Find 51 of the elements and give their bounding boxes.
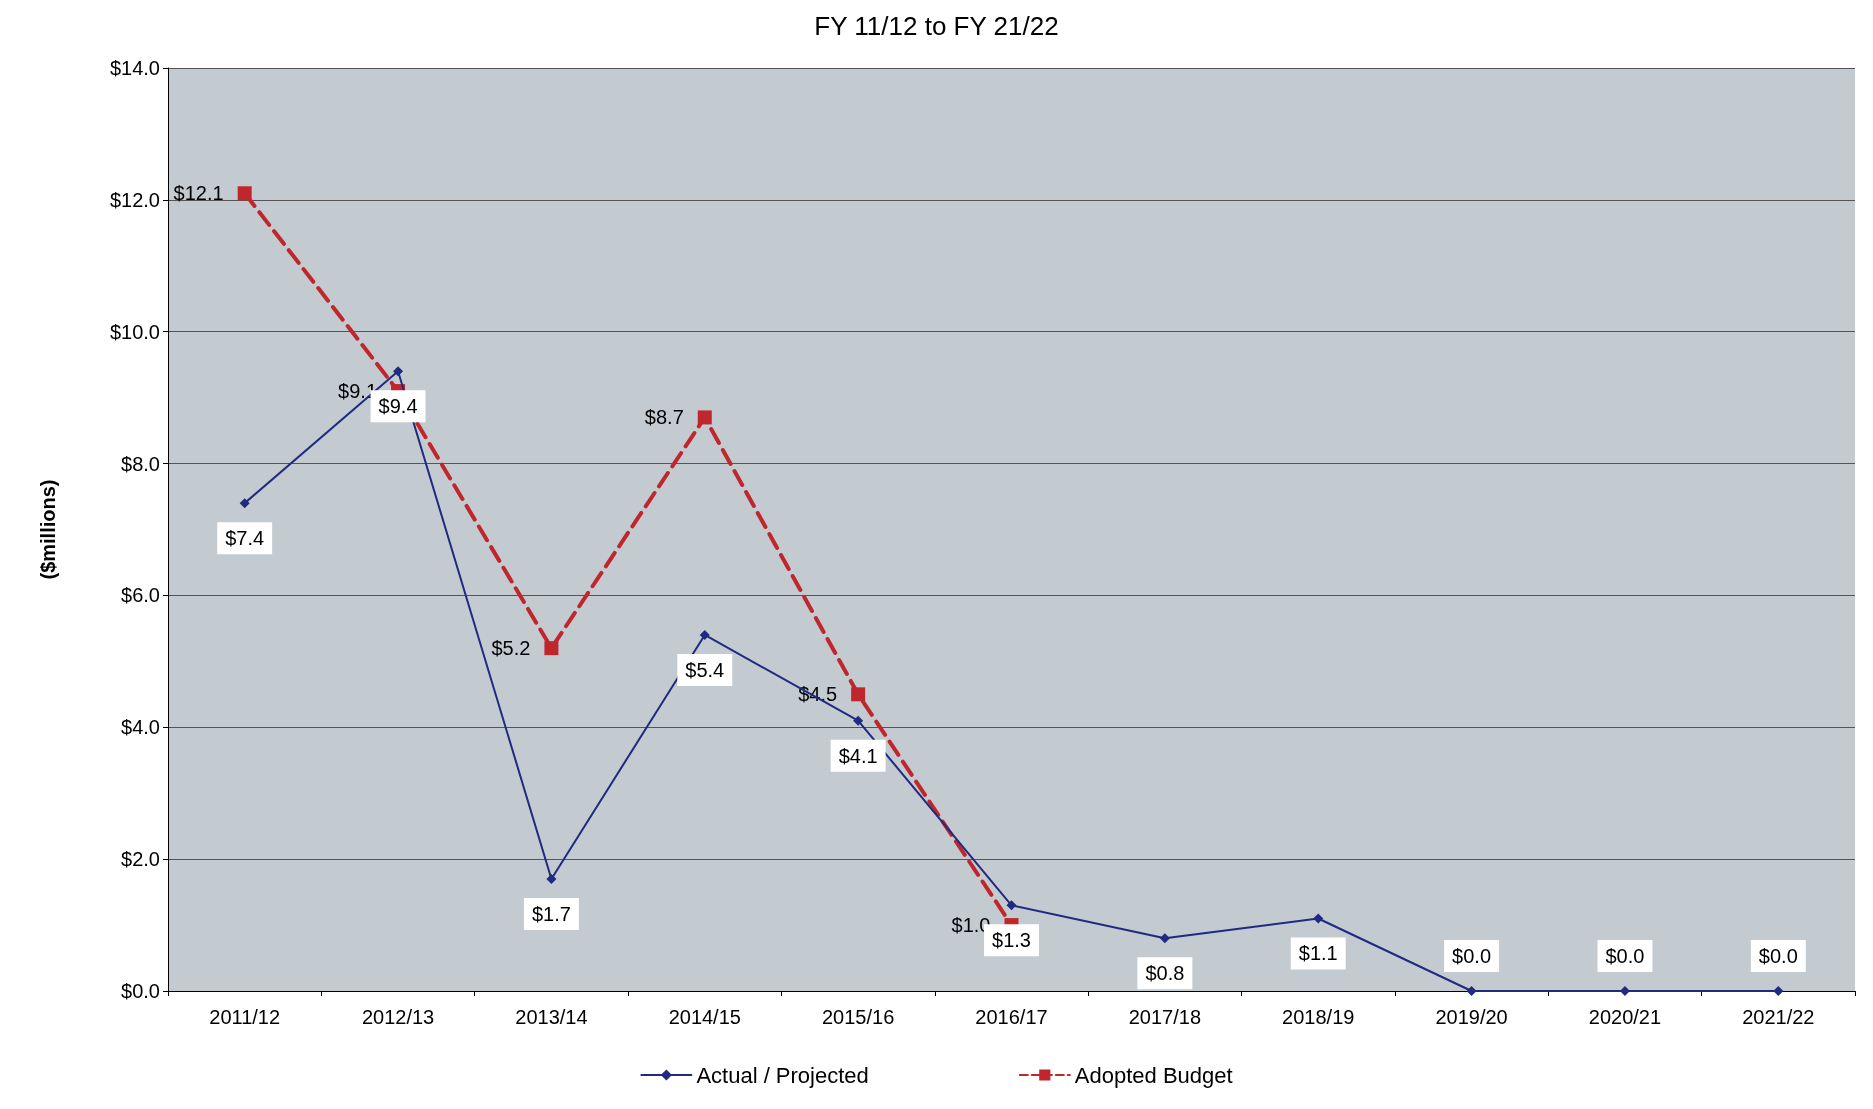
- point: [1159, 933, 1170, 944]
- data-label: $5.4: [685, 658, 725, 681]
- x-tick-label: 2019/20: [1435, 1006, 1508, 1028]
- y-tick-label: $4.0: [121, 716, 160, 739]
- x-tick-label: 2015/16: [821, 1006, 895, 1028]
- x-tick-label: 2017/18: [1128, 1006, 1202, 1028]
- x-tick-label: 2014/15: [668, 1006, 741, 1028]
- x-tick-label: 2013/14: [515, 1006, 588, 1028]
- y-tick-label: $8.0: [121, 452, 160, 475]
- data-label: $12.1: [173, 182, 224, 205]
- data-label: $1.7: [531, 902, 571, 925]
- data-label: $0.0: [1452, 945, 1492, 967]
- point: [1313, 913, 1324, 924]
- point: [239, 498, 250, 509]
- point: [853, 715, 864, 726]
- y-tick-label: $2.0: [121, 848, 160, 871]
- x-tick-label: 2012/13: [361, 1006, 435, 1028]
- chart-title: FY 11/12 to FY 21/22: [814, 11, 1059, 41]
- point: [544, 641, 559, 656]
- point: [699, 629, 710, 640]
- point: [1773, 986, 1784, 996]
- x-tick-label: 2018/19: [1282, 1006, 1355, 1028]
- x-tick-label: 2020/21: [1588, 1006, 1662, 1028]
- data-label: $5.2: [491, 637, 531, 660]
- legend-label: Adopted Budget: [1074, 1062, 1233, 1088]
- y-tick-label: $12.0: [109, 188, 160, 211]
- data-label: $0.8: [1145, 962, 1185, 985]
- data-label: $9.4: [378, 395, 418, 418]
- data-label: $1.1: [1298, 942, 1338, 965]
- y-tick-label: $14.0: [109, 57, 160, 79]
- point: [1006, 900, 1017, 911]
- point: [851, 687, 866, 702]
- data-label: $4.1: [838, 744, 878, 767]
- point: [546, 873, 557, 884]
- y-tick-label: $6.0: [121, 584, 160, 607]
- data-label: $7.4: [225, 527, 265, 550]
- y-axis-title: ($millions): [37, 479, 59, 580]
- data-label: $0.0: [1758, 945, 1798, 967]
- x-tick-label: 2021/22: [1742, 1006, 1815, 1028]
- y-tick-label: $0.0: [121, 980, 160, 1002]
- point: [1466, 986, 1477, 996]
- point: [237, 186, 252, 201]
- point: [393, 366, 404, 377]
- point: [697, 410, 712, 425]
- data-label: $1.3: [992, 929, 1031, 952]
- data-label: $0.0: [1605, 945, 1645, 967]
- data-label: $8.7: [644, 406, 684, 429]
- x-tick-label: 2016/17: [975, 1006, 1048, 1028]
- y-tick-label: $10.0: [109, 320, 160, 343]
- x-tick-label: 2011/12: [209, 1006, 281, 1028]
- legend-label: Actual / Projected: [696, 1062, 869, 1088]
